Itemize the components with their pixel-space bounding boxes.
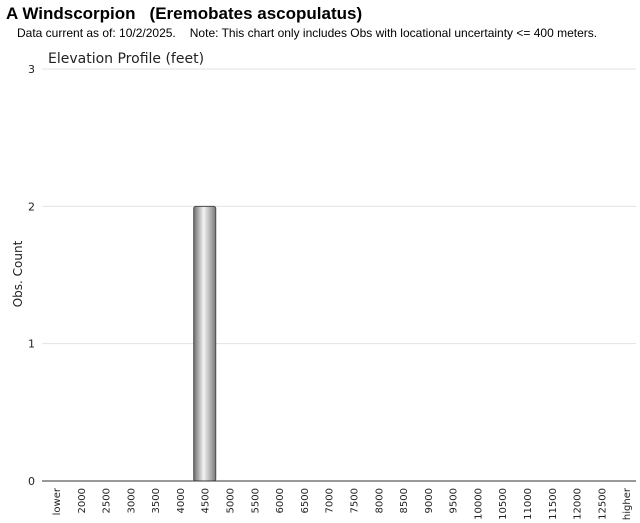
x-tick-label: 2000 bbox=[77, 488, 88, 513]
x-tick-label: 6500 bbox=[300, 488, 311, 513]
x-tick-label: 9000 bbox=[424, 488, 435, 513]
x-tick-label: 5000 bbox=[226, 488, 237, 513]
y-tick-labels: 0 1 2 3 bbox=[28, 63, 35, 488]
x-tick-label: 11500 bbox=[548, 488, 559, 520]
scientific-name: (Eremobates ascopulatus) bbox=[149, 4, 363, 23]
y-tick-label: 1 bbox=[28, 338, 35, 351]
x-tick-label: higher bbox=[622, 487, 633, 520]
uncertainty-note: Note: This chart only includes Obs with … bbox=[189, 26, 598, 40]
x-tick-label: 3500 bbox=[151, 488, 162, 513]
x-tick-label: 12000 bbox=[573, 488, 584, 520]
x-tick-label: 8500 bbox=[399, 488, 410, 513]
y-tick-label: 2 bbox=[28, 200, 35, 213]
page-title: A Windscorpion (Eremobates ascopulatus) bbox=[6, 4, 362, 24]
chart-title: Elevation Profile (feet) bbox=[48, 51, 204, 67]
x-tick-label: 5500 bbox=[250, 488, 261, 513]
data-note: Data current as of: 10/2/2025. Note: This… bbox=[17, 26, 597, 40]
x-tick-label: 10000 bbox=[473, 488, 484, 520]
x-tick-label: 6000 bbox=[275, 488, 286, 513]
x-tick-label: 9500 bbox=[449, 488, 460, 513]
grid-lines bbox=[42, 68, 636, 345]
x-tick-label: 7000 bbox=[325, 488, 336, 513]
x-tick-label: 4500 bbox=[201, 488, 212, 513]
x-tick-label: 11000 bbox=[523, 488, 534, 520]
data-current: Data current as of: 10/2/2025. bbox=[17, 26, 176, 40]
x-tick-label: 8000 bbox=[374, 488, 385, 513]
x-tick-label: 4000 bbox=[176, 488, 187, 513]
bar-4500 bbox=[193, 205, 217, 482]
x-tick-label: 3000 bbox=[126, 488, 137, 513]
y-tick-label: 0 bbox=[28, 475, 35, 488]
y-tick-label: 3 bbox=[28, 63, 35, 76]
x-tick-label: 7500 bbox=[349, 488, 360, 513]
x-tick-label: lower bbox=[52, 487, 63, 515]
bars bbox=[193, 205, 217, 482]
y-axis-label: Obs. Count bbox=[11, 240, 25, 307]
x-tick-label: 2500 bbox=[102, 488, 113, 513]
common-name: A Windscorpion bbox=[6, 4, 136, 23]
x-tick-label: 12500 bbox=[597, 488, 608, 520]
x-tick-labels: lower 2000 2500 3000 3500 4000 4500 5000 5500 600… bbox=[52, 487, 633, 520]
x-tick-label: 10500 bbox=[498, 488, 509, 520]
